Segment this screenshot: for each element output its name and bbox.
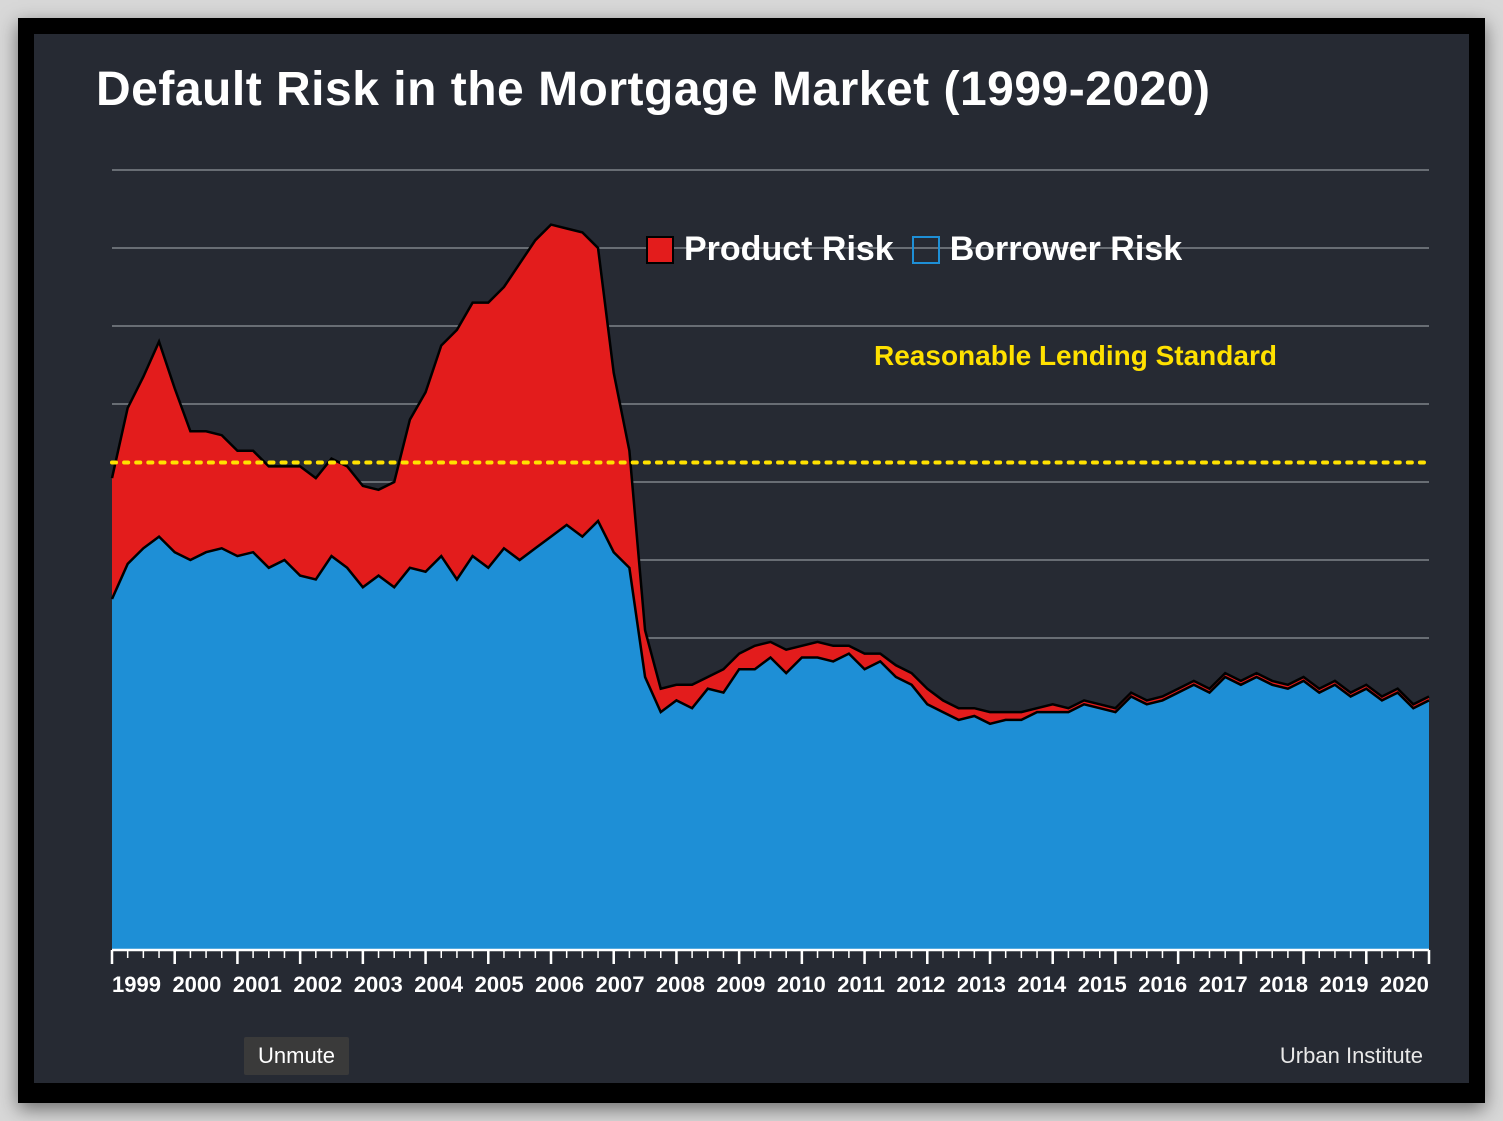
x-tick-label: 2018 — [1259, 972, 1308, 998]
x-tick-label: 2012 — [896, 972, 945, 998]
legend-item: Product Risk — [646, 230, 894, 269]
x-tick-label: 2007 — [596, 972, 645, 998]
x-tick-label: 2019 — [1320, 972, 1369, 998]
stacked-area-chart — [112, 170, 1429, 950]
x-tick-label: 2010 — [777, 972, 826, 998]
x-tick-label: 2002 — [293, 972, 342, 998]
x-tick-label: 2009 — [716, 972, 765, 998]
legend-item: Borrower Risk — [912, 230, 1182, 269]
x-tick-label: 2017 — [1199, 972, 1248, 998]
legend-label: Product Risk — [684, 230, 894, 268]
x-tick-label: 2006 — [535, 972, 584, 998]
x-tick-label: 2008 — [656, 972, 705, 998]
x-tick-label: 2020 — [1380, 972, 1429, 998]
chart-title: Default Risk in the Mortgage Market (199… — [96, 62, 1211, 117]
unmute-button[interactable]: Unmute — [244, 1037, 349, 1075]
legend-swatch — [646, 236, 674, 264]
standard-line-label: Reasonable Lending Standard — [874, 340, 1277, 372]
source-label: Urban Institute — [1280, 1043, 1423, 1069]
x-tick-label: 2001 — [233, 972, 282, 998]
x-tick-label: 2015 — [1078, 972, 1127, 998]
x-tick-label: 1999 — [112, 972, 161, 998]
x-axis-labels: 1999 2000 2001 2002 2003 2004 2005 2006 2007 2008… — [112, 972, 1429, 998]
x-tick-label: 2003 — [354, 972, 403, 998]
x-tick-label: 2016 — [1138, 972, 1187, 998]
slide: Default Risk in the Mortgage Market (199… — [34, 34, 1469, 1083]
x-tick-label: 2004 — [414, 972, 463, 998]
x-tick-label: 2011 — [837, 972, 885, 998]
chart-area — [112, 170, 1429, 950]
legend-swatch — [912, 236, 940, 264]
x-tick-label: 2014 — [1017, 972, 1066, 998]
x-tick-label: 2005 — [475, 972, 524, 998]
x-tick-label: 2000 — [172, 972, 221, 998]
legend-label: Borrower Risk — [950, 230, 1182, 268]
x-tick-label: 2013 — [957, 972, 1006, 998]
legend: Product Risk Borrower Risk — [646, 230, 1182, 269]
